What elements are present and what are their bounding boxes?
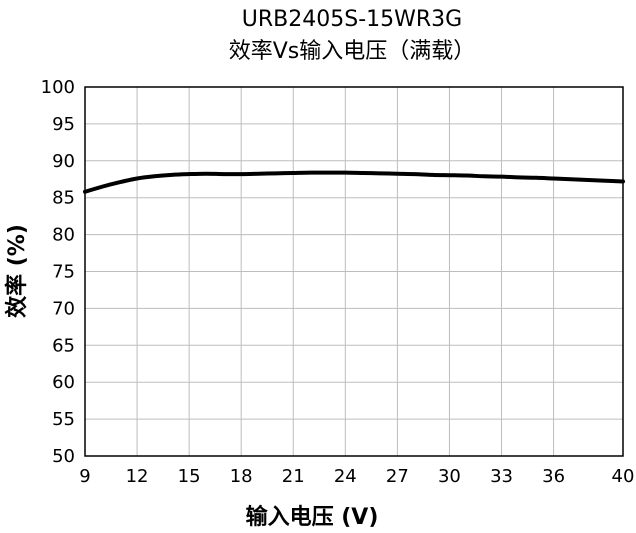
x-tick-label: 30 xyxy=(438,466,461,487)
x-tick-label: 36 xyxy=(542,466,565,487)
x-tick-label: 15 xyxy=(178,466,201,487)
series-lines xyxy=(85,173,623,192)
y-tick-label: 70 xyxy=(52,298,75,319)
grid-lines xyxy=(85,87,623,456)
x-tick-label: 27 xyxy=(386,466,409,487)
x-tick-labels: 9 12 15 18 21 24 27 30 33 36 40 xyxy=(79,466,634,487)
y-tick-label: 75 xyxy=(52,262,75,283)
x-axis-label: 输入电压 (V) xyxy=(246,504,379,530)
y-tick-label: 95 xyxy=(52,114,75,135)
x-tick-label: 9 xyxy=(79,466,90,487)
y-tick-label: 85 xyxy=(52,188,75,209)
y-tick-label: 100 xyxy=(41,77,75,98)
x-tick-label: 33 xyxy=(490,466,513,487)
x-tick-label: 18 xyxy=(230,466,253,487)
y-tick-labels: 50 55 60 65 70 75 80 85 90 95 100 xyxy=(41,77,75,467)
y-tick-label: 55 xyxy=(52,409,75,430)
efficiency-series-line xyxy=(85,173,623,192)
chart-subtitle: 效率Vs输入电压（满载） xyxy=(229,39,476,64)
x-tick-label: 24 xyxy=(334,466,357,487)
x-tick-label: 40 xyxy=(612,466,635,487)
y-tick-label: 60 xyxy=(52,372,75,393)
y-tick-label: 65 xyxy=(52,335,75,356)
x-tick-label: 21 xyxy=(282,466,305,487)
chart-title: URB2405S-15WR3G xyxy=(242,7,462,32)
y-tick-label: 80 xyxy=(52,225,75,246)
x-tick-label: 12 xyxy=(126,466,149,487)
y-tick-label: 50 xyxy=(52,446,75,467)
y-tick-label: 90 xyxy=(52,151,75,172)
y-axis-label: 效率 (%) xyxy=(4,224,30,318)
